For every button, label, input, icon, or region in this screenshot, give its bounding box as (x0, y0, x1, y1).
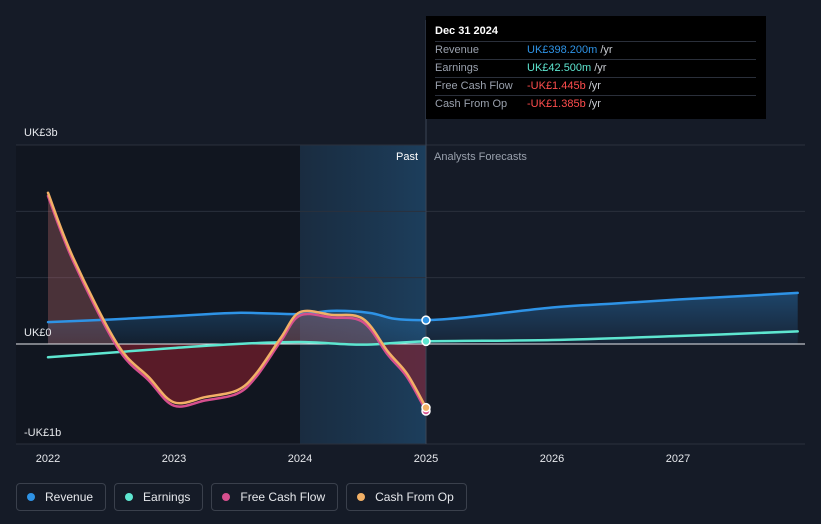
tooltip-unit: /yr (594, 62, 607, 74)
tooltip-row-cash-from-op: Cash From Op -UK£1.385b /yr (435, 95, 756, 113)
legend-item-free-cash-flow[interactable]: Free Cash Flow (211, 483, 339, 511)
tooltip-label: Free Cash Flow (435, 80, 513, 92)
line-revenue (46, 291, 799, 324)
legend-dot-icon (357, 493, 366, 501)
tooltip-label: Cash From Op (435, 98, 508, 110)
tooltip-unit: /yr (600, 44, 613, 56)
legend-dot-icon (125, 493, 134, 501)
legend-label: Free Cash Flow (240, 490, 326, 504)
x-tick-2024: 2024 (288, 453, 312, 465)
marker-earnings (421, 336, 431, 347)
cash-flow-negative-area (48, 344, 426, 408)
y-axis-label: -UK£1b (24, 427, 61, 439)
line-earnings (46, 330, 799, 359)
series-lines (46, 191, 799, 413)
line-free-cash-flow (46, 194, 428, 413)
forecast-label: Analysts Forecasts (434, 151, 527, 163)
cash-flow-positive-area (48, 192, 426, 344)
tooltip-value: UK£398.200m (527, 44, 598, 56)
x-axis-ticks: 2022 2023 2024 2025 2026 2027 (36, 453, 690, 465)
revenue-area (48, 292, 798, 344)
legend: Revenue Earnings Free Cash Flow Cash Fro… (16, 483, 467, 511)
past-label: Past (396, 151, 418, 163)
tooltip-row-revenue: Revenue UK£398.200m /yr (435, 41, 756, 59)
tooltip-unit: /yr (588, 80, 601, 92)
tooltip-date: Dec 31 2024 (435, 25, 498, 37)
y-axis-labels: UK£3b UK£0 -UK£1b (24, 127, 61, 439)
series-areas (48, 192, 798, 408)
x-tick-2025: 2025 (414, 453, 438, 465)
x-tick-2026: 2026 (540, 453, 564, 465)
legend-item-cash-from-op[interactable]: Cash From Op (346, 483, 467, 511)
legend-dot-icon (27, 493, 35, 501)
tooltip-unit: /yr (588, 98, 601, 110)
gridlines (16, 144, 805, 445)
marker-cash-from-op (421, 402, 431, 413)
tooltip: Dec 31 2024 Revenue UK£398.200m /yr Earn… (426, 16, 766, 119)
y-axis-label: UK£3b (24, 127, 58, 139)
tooltip-value: -UK£1.445b (527, 80, 586, 92)
legend-label: Earnings (143, 490, 191, 504)
tooltip-label: Earnings (435, 62, 479, 74)
x-tick-2022: 2022 (36, 453, 60, 465)
past-dark-band (16, 145, 300, 444)
legend-label: Revenue (45, 490, 94, 504)
legend-item-revenue[interactable]: Revenue (16, 483, 107, 511)
marker-revenue (421, 315, 431, 325)
tooltip-row-free-cash-flow: Free Cash Flow -UK£1.445b /yr (435, 77, 756, 95)
tooltip-value: -UK£1.385b (527, 98, 586, 110)
legend-dot-icon (222, 493, 231, 501)
tooltip-value: UK£42.500m (527, 62, 592, 74)
x-tick-2023: 2023 (162, 453, 186, 465)
series-markers (421, 315, 431, 416)
x-tick-2027: 2027 (666, 453, 690, 465)
tooltip-label: Revenue (435, 44, 480, 56)
highlight-band (300, 145, 426, 444)
tooltip-row-earnings: Earnings UK£42.500m /yr (435, 59, 756, 77)
legend-label: Cash From Op (375, 490, 454, 504)
y-axis-label: UK£0 (24, 327, 52, 339)
line-cash-from-op (46, 191, 428, 409)
legend-item-earnings[interactable]: Earnings (114, 483, 204, 511)
